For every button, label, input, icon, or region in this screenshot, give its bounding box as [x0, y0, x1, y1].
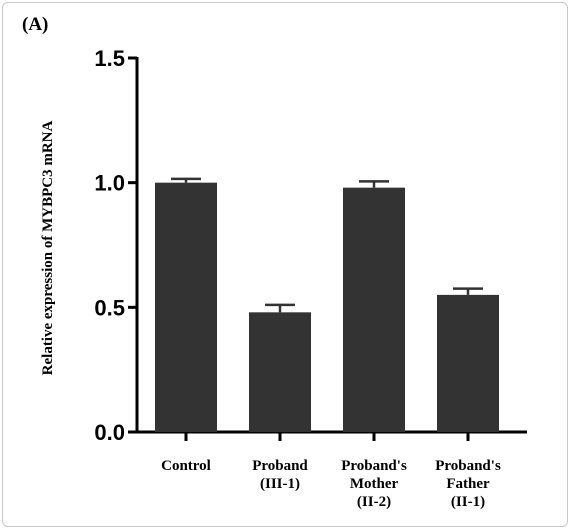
x-tick-label: Mother [350, 476, 399, 492]
x-tick-label: Father [446, 476, 490, 492]
y-tick-label: 1.0 [94, 171, 125, 196]
bar [343, 187, 405, 432]
bar [155, 182, 217, 432]
x-tick-label: (II-1) [451, 494, 485, 510]
x-tick-label: Control [161, 458, 211, 474]
x-tick-label: Proband's [435, 458, 501, 474]
y-ticks-group: 0.0 0.5 1.0 1.5 [94, 46, 137, 445]
y-tick-label: 0.0 [94, 420, 125, 445]
panel-label: (A) [22, 14, 48, 35]
y-tick-label: 1.5 [94, 46, 125, 71]
y-tick-label: 0.5 [94, 295, 125, 320]
y-axis-label: Relative expression of MYBPC3 mRNA [40, 120, 56, 375]
x-tick-label: (III-1) [260, 476, 300, 492]
x-tick-label: (II-2) [357, 494, 391, 510]
bar [437, 294, 499, 432]
x-tick-label: Proband's [341, 458, 407, 474]
x-ticks-group: Control Proband (III-1) Proband's Mother (II-… [161, 432, 501, 510]
x-tick-label: Proband [252, 458, 308, 474]
bar [249, 312, 311, 432]
bars-group [155, 177, 499, 432]
